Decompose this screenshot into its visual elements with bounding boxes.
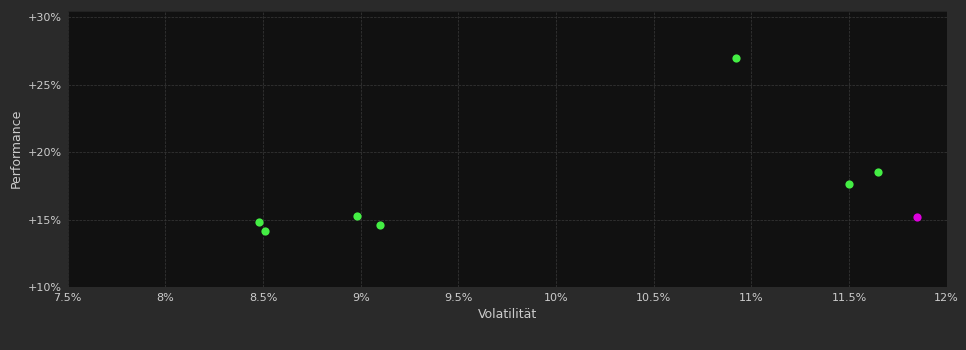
Point	[870, 169, 886, 175]
Point	[251, 219, 267, 225]
Y-axis label: Performance: Performance	[10, 109, 22, 188]
Point	[257, 228, 272, 234]
Point	[910, 214, 925, 220]
Point	[373, 222, 388, 228]
Point	[841, 182, 857, 187]
X-axis label: Volatilität: Volatilität	[477, 308, 537, 321]
Point	[349, 213, 364, 218]
Point	[728, 55, 744, 61]
